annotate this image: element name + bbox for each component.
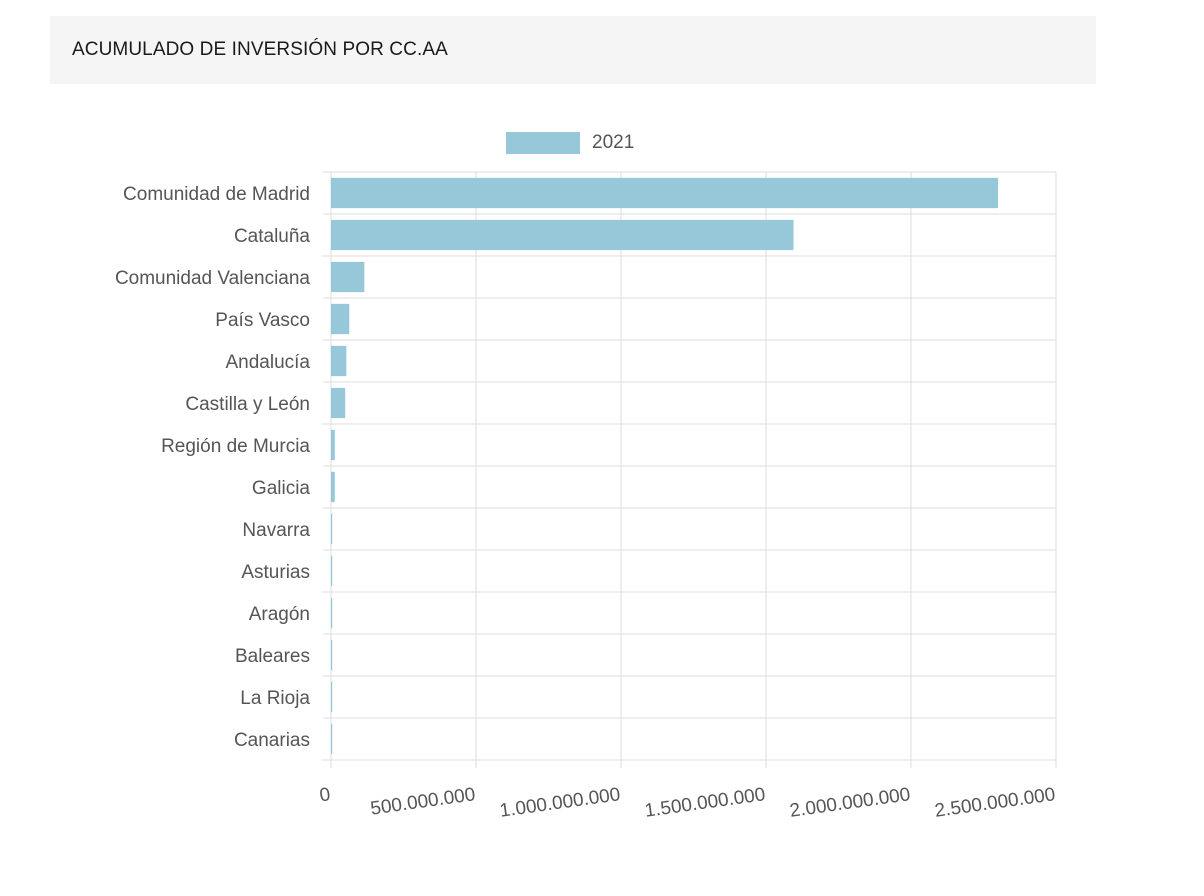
bar[interactable]	[331, 723, 333, 755]
category-label: Aragón	[249, 604, 310, 625]
chart-legend[interactable]: 2021	[506, 131, 634, 155]
category-label: Comunidad Valenciana	[115, 268, 310, 289]
panel-header: ACUMULADO DE INVERSIÓN POR CC.AA	[50, 16, 1096, 84]
category-label: Navarra	[242, 520, 310, 541]
category-label: Baleares	[235, 646, 310, 667]
bar[interactable]	[331, 681, 333, 713]
category-label: Asturias	[241, 562, 310, 583]
x-tick-label: 0	[318, 784, 331, 806]
bar[interactable]	[331, 639, 333, 671]
category-label: Galicia	[252, 478, 311, 499]
bar[interactable]	[331, 555, 333, 587]
x-tick-label: 1.000.000.000	[498, 784, 621, 822]
bar[interactable]	[331, 513, 333, 545]
legend-swatch	[506, 132, 580, 154]
bar[interactable]	[331, 303, 350, 335]
bar[interactable]	[331, 177, 998, 209]
bar[interactable]	[331, 261, 365, 293]
x-tick-label: 2.000.000.000	[788, 784, 911, 822]
x-tick-label: 1.500.000.000	[643, 784, 766, 822]
bar[interactable]	[331, 387, 346, 419]
category-label: País Vasco	[215, 310, 310, 331]
bar[interactable]	[331, 219, 794, 251]
bar[interactable]	[331, 597, 333, 629]
bar[interactable]	[331, 429, 335, 461]
category-label: Canarias	[234, 730, 310, 751]
bar[interactable]	[331, 345, 347, 377]
category-label: Castilla y León	[185, 394, 310, 415]
x-tick-label: 2.500.000.000	[933, 784, 1056, 822]
legend-label: 2021	[592, 132, 635, 153]
panel-title: ACUMULADO DE INVERSIÓN POR CC.AA	[72, 39, 448, 60]
category-label: Comunidad de Madrid	[123, 184, 310, 205]
category-label: Andalucía	[225, 352, 310, 373]
category-label: Región de Murcia	[161, 436, 310, 457]
x-tick-label: 500.000.000	[369, 784, 477, 820]
bar[interactable]	[331, 471, 335, 503]
category-label: Cataluña	[234, 226, 310, 247]
category-label: La Rioja	[240, 688, 310, 709]
